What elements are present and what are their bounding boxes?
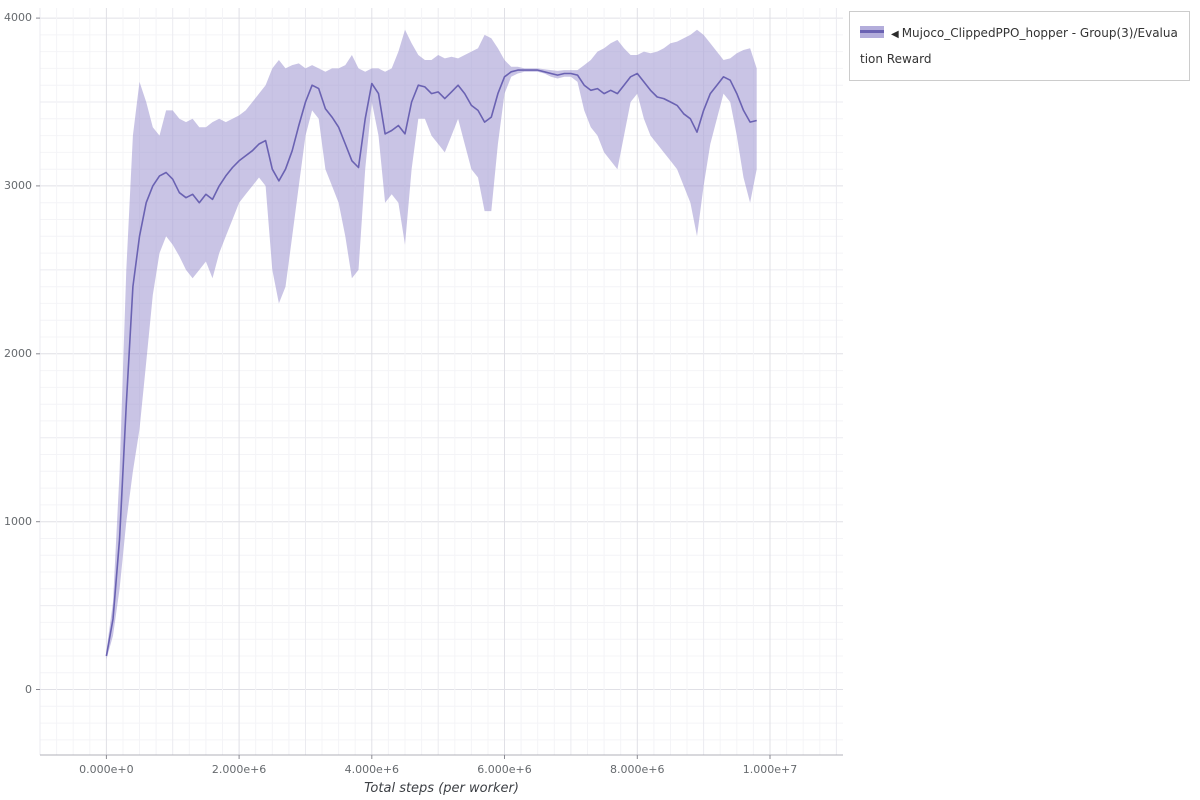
legend-collapse-icon[interactable]: ◀ [891,29,899,40]
x-tick-label: 8.000e+6 [610,763,665,776]
legend[interactable]: ◀ Mujoco_ClippedPPO_hopper - Group(3)/Eva… [849,11,1190,81]
y-tick-label: 4000 [4,11,32,25]
y-tick-label: 3000 [4,178,32,192]
confidence-band [106,29,757,660]
x-tick-label: 6.000e+6 [477,763,532,776]
y-tick-label: 1000 [4,514,32,528]
x-tick-label: 4.000e+6 [344,763,400,776]
mean-line [105,69,757,657]
y-tick-label: 2000 [4,346,32,360]
legend-series-label: Mujoco_ClippedPPO_hopper - Group(3)/Eval… [860,26,1178,66]
x-tick-label: 0.000e+0 [79,763,134,776]
x-tick-label: 1.000e+7 [742,763,798,776]
x-tick-label: 2.000e+6 [211,763,267,776]
y-tick-label: 0 [25,682,32,696]
legend-series-swatch [860,26,884,38]
x-axis-title: Total steps (per worker) [364,781,519,796]
